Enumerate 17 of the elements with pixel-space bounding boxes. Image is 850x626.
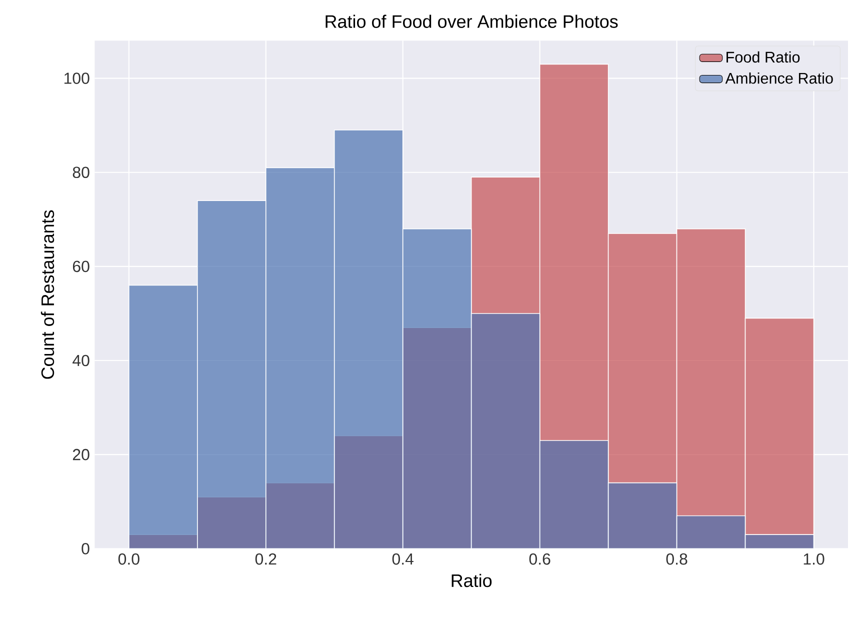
y-tick-label: 20 bbox=[72, 448, 90, 460]
chart-title: Ratio of Food over Ambience Photos bbox=[326, 14, 618, 28]
x-tick-label: 0.0 bbox=[118, 553, 140, 565]
y-tick-label: 40 bbox=[72, 354, 90, 366]
x-tick-label: 0.2 bbox=[255, 553, 276, 565]
y-tick-label: 0 bbox=[82, 543, 90, 554]
y-axis-title: Count of Restaurants bbox=[40, 210, 54, 379]
y-tick-label: 80 bbox=[72, 166, 90, 178]
y-tick-label: 100 bbox=[64, 72, 90, 84]
x-tick-label: 1.0 bbox=[804, 553, 824, 565]
x-tick-label: 0.4 bbox=[392, 553, 414, 565]
x-tick-label: 0.8 bbox=[666, 553, 688, 565]
legend-label: Ambience Ratio bbox=[725, 72, 833, 84]
legend-label: Food Ratio bbox=[726, 51, 800, 63]
x-axis-title: Ratio bbox=[452, 574, 492, 588]
y-tick-label: 60 bbox=[72, 260, 90, 272]
x-tick-label: 0.6 bbox=[529, 553, 550, 565]
